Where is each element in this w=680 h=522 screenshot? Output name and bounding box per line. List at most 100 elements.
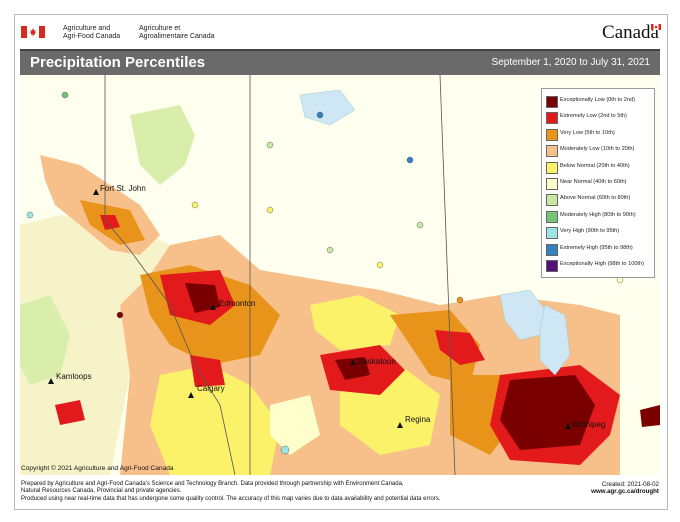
south-alberta-below-normal <box>150 365 280 475</box>
created-info: Created: 2021-08-02 www.agr.gc.ca/drough… <box>591 481 659 496</box>
city-label-kamloops: Kamloops <box>56 372 92 381</box>
bc-south-extremely-low <box>55 400 85 425</box>
legend-swatch <box>546 145 558 158</box>
fort-st-john-marker <box>93 189 99 195</box>
above-normal-north <box>130 105 195 185</box>
legend-label: Near Normal (40th to 60th) <box>560 179 627 185</box>
canada-flag-icon <box>21 26 45 38</box>
station-very-low <box>456 296 464 304</box>
map-title: Precipitation Percentiles <box>30 54 206 71</box>
city-label-winnipeg: Winnipeg <box>572 420 606 429</box>
legend-swatch <box>546 112 558 125</box>
station-above-normal <box>266 141 274 149</box>
map-frame: Agriculture and Agri-Food Canada Agricul… <box>14 14 668 510</box>
legend-label: Moderately Low (10th to 20th) <box>560 146 635 153</box>
calgary-extremely-low <box>190 355 225 387</box>
agency-name-french: Agriculture et Agroalimentaire Canada <box>139 25 215 41</box>
agency-fr-line2: Agroalimentaire Canada <box>139 33 215 40</box>
city-label-saskatoon: Saskatoon <box>358 357 396 366</box>
athabasca-lake <box>299 89 356 126</box>
city-label-edmonton: Edmonton <box>219 299 256 308</box>
calgary-marker <box>188 392 194 398</box>
winnipeg-marker <box>565 423 571 429</box>
legend-swatch <box>546 210 558 223</box>
legend-item: Exceptionally High (98th to 100th) <box>546 259 652 272</box>
legend: Exceptionally Low (0th to 2nd) Extremely … <box>541 88 655 278</box>
station-above-normal <box>326 246 334 254</box>
legend-item: Exceptionally Low (0th to 2nd) <box>546 95 652 108</box>
wordmark-text: Canada <box>602 22 659 43</box>
near-normal-patch <box>270 395 320 455</box>
agency-en-line1: Agriculture and <box>63 25 111 32</box>
footer-line3: Produced using near real-time data that … <box>21 495 441 502</box>
legend-item: Near Normal (40th to 60th) <box>546 177 652 190</box>
kamloops-marker <box>48 378 54 384</box>
wordmark-flag-icon <box>651 24 661 30</box>
header: Agriculture and Agri-Food Canada Agricul… <box>15 15 667 47</box>
date-range: September 1, 2020 to July 31, 2021 <box>491 57 650 68</box>
saskatchewan-manitoba-border <box>439 75 456 475</box>
manitoba-exceptionally-low <box>500 375 595 450</box>
legend-label: Very High (90th to 95th) <box>560 228 620 235</box>
saskatoon-marker <box>350 359 356 365</box>
station-below-normal <box>376 261 384 269</box>
regina-marker <box>397 422 403 428</box>
legend-item: Moderately High (80th to 90th) <box>546 210 652 223</box>
legend-label: Above Normal (60th to 80th) <box>560 195 631 202</box>
legend-swatch <box>546 128 558 141</box>
ontario-exceptionally-low <box>640 405 660 427</box>
bc-alberta-border <box>104 75 236 475</box>
legend-swatch <box>546 161 558 174</box>
legend-item: Very Low (5th to 10th) <box>546 128 652 141</box>
legend-swatch <box>546 194 558 207</box>
canada-wordmark: Canada <box>602 22 661 44</box>
lake-winnipeg <box>539 304 571 376</box>
legend-label: Moderately High (80th to 90th) <box>560 211 636 218</box>
legend-item: Very High (90th to 95th) <box>546 226 652 240</box>
agency-en-line2: Agri-Food Canada <box>63 33 121 40</box>
legend-label: Extremely Low (2nd to 5th) <box>560 113 627 120</box>
edmonton-marker <box>210 304 216 310</box>
above-normal-bc <box>20 295 70 385</box>
legend-label: Exceptionally High (98th to 100th) <box>560 261 644 267</box>
legend-swatch <box>546 178 558 190</box>
agency-fr-line1: Agriculture et <box>139 25 181 32</box>
legend-label: Extremely High (95th to 98th) <box>560 244 633 251</box>
legend-swatch <box>546 227 558 240</box>
footer-line2: Natural Resources Canada, Provincial and… <box>21 488 182 495</box>
legend-item: Moderately Low (10th to 20th) <box>546 144 652 158</box>
created-date: Created: 2021-08-02 <box>601 481 659 488</box>
legend-label: Below Normal (20th to 40th) <box>560 162 630 169</box>
legend-label: Exceptionally Low (0th to 2nd) <box>560 97 635 103</box>
legend-swatch <box>546 260 558 272</box>
station-exceptionally-low <box>116 311 124 319</box>
legend-swatch <box>546 243 558 256</box>
agency-name-english: Agriculture and Agri-Food Canada <box>63 25 120 41</box>
sask-east-extremely-low <box>435 330 485 365</box>
station-extremely-high <box>316 111 324 119</box>
source-url[interactable]: www.agr.gc.ca/drought <box>591 488 659 496</box>
legend-item: Above Normal (60th to 80th) <box>546 193 652 207</box>
station-below-normal <box>191 201 199 209</box>
footer-notes: Prepared by Agriculture and Agri-Food Ca… <box>21 481 581 503</box>
footer-line1: Prepared by Agriculture and Agri-Food Ca… <box>21 481 404 487</box>
station-above-normal <box>416 221 424 229</box>
precipitation-map: Exceptionally Low (0th to 2nd) Extremely … <box>20 75 660 475</box>
legend-swatch <box>546 96 558 108</box>
station-very-high <box>280 445 290 455</box>
legend-item: Extremely High (95th to 98th) <box>546 243 652 256</box>
station-below-normal <box>266 206 274 214</box>
city-label-regina: Regina <box>405 415 431 424</box>
legend-label: Very Low (5th to 10th) <box>560 129 615 136</box>
station-very-high <box>26 211 34 219</box>
copyright: Copyright © 2021 Agriculture and Agri-Fo… <box>21 465 174 472</box>
title-bar: Precipitation Percentiles September 1, 2… <box>20 49 660 75</box>
legend-item: Extremely Low (2nd to 5th) <box>546 111 652 125</box>
station-extremely-high <box>406 156 414 164</box>
saskatchewan-very-low <box>390 310 480 385</box>
legend-item: Below Normal (20th to 40th) <box>546 161 652 174</box>
station-moderately-high <box>61 91 69 99</box>
city-label-calgary: Calgary <box>197 384 225 393</box>
city-label-fort-st-john: Fort St. John <box>100 184 146 193</box>
saskatchewan-below-normal <box>310 295 400 350</box>
